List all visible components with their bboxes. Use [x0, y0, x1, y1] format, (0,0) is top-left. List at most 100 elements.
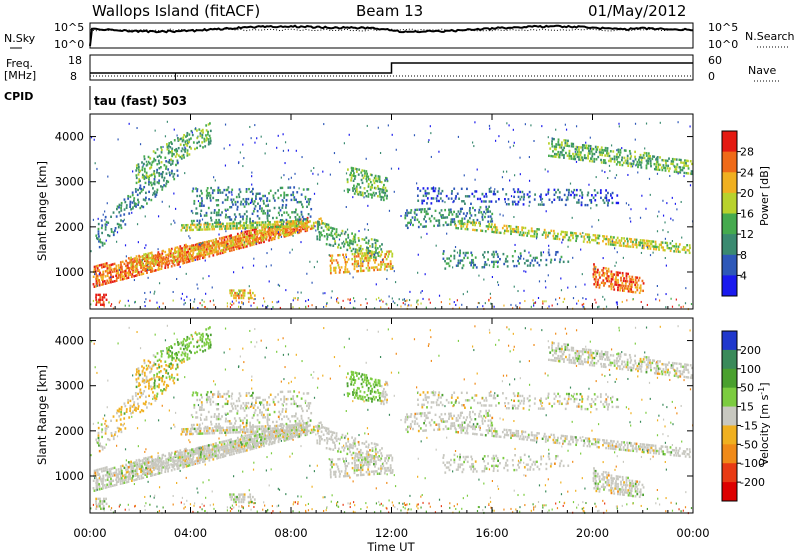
- power-noise-cell: [346, 172, 347, 174]
- power-cell: [354, 253, 356, 255]
- power-cell: [148, 191, 150, 193]
- power-cell: [599, 151, 601, 153]
- power-noise-cell: [367, 223, 368, 225]
- power-cell: [662, 246, 664, 248]
- power-cell: [436, 200, 438, 202]
- power-cell: [683, 164, 685, 166]
- power-noise-cell: [195, 259, 196, 261]
- power-cell: [120, 204, 122, 206]
- power-noise-cell: [425, 273, 426, 275]
- power-ground-cell: [626, 299, 627, 301]
- power-cell: [435, 210, 437, 212]
- velocity-cell: [99, 488, 101, 490]
- power-cell: [495, 251, 497, 253]
- power-cell: [534, 198, 536, 200]
- power-cell: [209, 228, 211, 230]
- velocity-cell: [139, 463, 141, 465]
- power-cell: [649, 240, 651, 242]
- power-cell: [237, 206, 239, 208]
- power-cell: [301, 213, 303, 215]
- power-cell: [505, 260, 507, 262]
- power-cell: [540, 252, 542, 254]
- power-cell: [470, 203, 472, 205]
- power-cell: [339, 254, 341, 256]
- power-cell: [302, 216, 304, 218]
- power-cell: [356, 188, 358, 190]
- power-noise-cell: [363, 196, 364, 198]
- power-cell: [158, 174, 160, 176]
- power-noise-cell: [676, 208, 677, 210]
- power-cell: [204, 140, 206, 142]
- power-cell: [210, 250, 212, 252]
- power-cell: [668, 247, 670, 249]
- power-cell: [600, 197, 602, 199]
- power-cell: [593, 283, 595, 285]
- power-cell: [249, 237, 251, 239]
- power-noise-cell: [278, 231, 279, 233]
- power-cell: [491, 213, 493, 215]
- power-cell: [294, 199, 296, 201]
- velocity-cell: [155, 473, 157, 475]
- power-cell: [351, 174, 353, 176]
- power-noise-cell: [231, 194, 232, 196]
- power-cell: [345, 266, 347, 268]
- power-cell: [665, 242, 667, 244]
- power-cell: [171, 148, 173, 150]
- power-cell: [201, 202, 203, 204]
- power-cell: [617, 202, 619, 204]
- power-cell: [145, 182, 147, 184]
- power-cell: [266, 200, 268, 202]
- power-cell: [383, 184, 385, 186]
- power-cell: [107, 275, 109, 277]
- power-noise-cell: [492, 276, 493, 278]
- power-cell: [367, 262, 369, 264]
- power-cell: [274, 236, 276, 238]
- power-noise-cell: [218, 234, 219, 236]
- power-noise-cell: [675, 203, 676, 205]
- power-cell: [632, 241, 634, 243]
- power-cell: [414, 219, 416, 221]
- power-cell: [95, 294, 97, 296]
- velocity-cell: [240, 438, 242, 440]
- power-cell: [670, 242, 672, 244]
- power-cell: [663, 159, 665, 161]
- velocity-cell: [177, 457, 179, 459]
- power-noise-cell: [418, 254, 419, 256]
- velocity-cell: [138, 459, 140, 461]
- velocity-cell: [106, 486, 108, 488]
- power-cell: [129, 196, 131, 198]
- power-cell: [300, 201, 302, 203]
- power-cell: [566, 145, 568, 147]
- velocity-cell: [126, 471, 128, 473]
- power-cell: [315, 221, 317, 223]
- power-cell: [260, 230, 262, 232]
- power-noise-cell: [528, 252, 529, 254]
- power-cell: [240, 191, 242, 193]
- power-noise-cell: [225, 230, 226, 232]
- velocity-cell: [147, 464, 149, 466]
- power-cell: [238, 245, 240, 247]
- power-cell: [635, 241, 637, 243]
- power-cell: [318, 221, 320, 223]
- power-cell: [105, 275, 107, 277]
- power-cell: [301, 203, 303, 205]
- power-cell: [469, 221, 471, 223]
- power-cell: [374, 261, 376, 263]
- power-cell: [564, 231, 566, 233]
- power-cell: [366, 190, 368, 192]
- power-cell: [346, 249, 348, 251]
- power-cell: [177, 250, 179, 252]
- power-cell: [439, 212, 441, 214]
- velocity-cell: [143, 472, 145, 474]
- power-noise-cell: [681, 237, 682, 239]
- power-cell: [142, 273, 144, 275]
- power-cell: [136, 182, 138, 184]
- power-cell: [202, 257, 204, 259]
- power-cell: [651, 243, 653, 245]
- power-cell: [270, 230, 272, 232]
- power-cell: [128, 272, 130, 274]
- power-cell: [112, 276, 114, 278]
- power-noise-cell: [240, 151, 241, 153]
- power-ground-cell: [233, 302, 234, 304]
- power-cell: [267, 220, 269, 222]
